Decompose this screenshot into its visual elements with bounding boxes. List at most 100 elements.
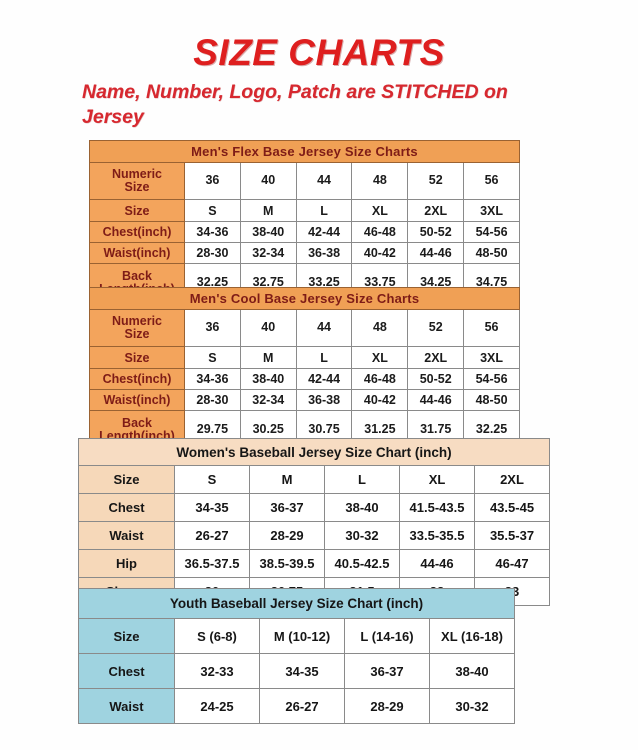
table-cell: 52 — [407, 309, 465, 347]
row-header: Waist(inch) — [89, 389, 185, 411]
table-cell: 48-50 — [463, 242, 520, 264]
table-cell: 56 — [463, 162, 520, 200]
table-cell: 34-35 — [259, 653, 345, 689]
table-row: Chest 32-33 34-35 36-37 38-40 — [78, 653, 515, 689]
table-cell: 46-48 — [351, 368, 409, 390]
table-row: Waist(inch) 28-30 32-34 36-38 40-42 44-46 48-5… — [89, 242, 520, 264]
table-cell: 40-42 — [351, 242, 409, 264]
table-cell: S — [184, 199, 241, 222]
table-cell: 40 — [239, 162, 297, 200]
table-cell: 38-40 — [324, 493, 400, 522]
table-cell: 54-56 — [463, 221, 520, 243]
table-cell: 28-29 — [249, 521, 325, 550]
table-row: Waist(inch) 28-30 32-34 36-38 40-42 44-46 48-5… — [89, 389, 520, 411]
table-cell: 38-40 — [239, 221, 297, 243]
table-cell: XL — [399, 465, 475, 494]
table-cell: 3XL — [463, 346, 520, 369]
table-cell: 42-44 — [295, 368, 353, 390]
table-cell: 28-30 — [184, 389, 241, 411]
row-header: Chest(inch) — [89, 368, 185, 390]
table-cell: 46-48 — [351, 221, 409, 243]
size-table-womens: Women's Baseball Jersey Size Chart (inch… — [78, 438, 550, 606]
table-cell: 40.5-42.5 — [324, 549, 400, 578]
chart-mens-cool-base: Men's Cool Base Jersey Size Charts Numeri… — [89, 287, 520, 450]
page-subtitle: Name, Number, Logo, Patch are STITCHED o… — [82, 81, 508, 128]
table-title: Women's Baseball Jersey Size Chart (inch… — [78, 438, 550, 466]
table-cell: S — [184, 346, 241, 369]
row-header: Waist — [78, 688, 175, 724]
table-title: Youth Baseball Jersey Size Chart (inch) — [78, 588, 515, 619]
table-title-row: Women's Baseball Jersey Size Chart (inch… — [78, 438, 550, 466]
table-cell: 52 — [407, 162, 465, 200]
table-row: Waist 24-25 26-27 28-29 30-32 — [78, 688, 515, 724]
table-cell: 48-50 — [463, 389, 520, 411]
table-cell: S — [174, 465, 250, 494]
table-cell: 35.5-37 — [474, 521, 550, 550]
page-title: SIZE CHARTS — [193, 32, 445, 73]
table-cell: 36.5-37.5 — [174, 549, 250, 578]
size-table-mens-flex: Men's Flex Base Jersey Size Charts Numeri… — [89, 140, 520, 303]
table-cell: 36 — [184, 162, 241, 200]
chart-womens-baseball: Women's Baseball Jersey Size Chart (inch… — [78, 438, 550, 606]
table-cell: 48 — [351, 309, 409, 347]
table-cell: M — [239, 199, 297, 222]
table-title: Men's Cool Base Jersey Size Charts — [89, 287, 520, 310]
table-row: Size S (6-8) M (10-12) L (14-16) XL (16-18) — [78, 618, 515, 654]
table-cell: 44-46 — [407, 242, 465, 264]
table-cell: 41.5-43.5 — [399, 493, 475, 522]
table-cell: 34-36 — [184, 221, 241, 243]
table-row: Chest(inch) 34-36 38-40 42-44 46-48 50-52 54-5… — [89, 368, 520, 390]
table-cell: L — [295, 346, 353, 369]
table-cell: 56 — [463, 309, 520, 347]
table-cell: 36-38 — [295, 389, 353, 411]
table-cell: 38-40 — [429, 653, 515, 689]
table-cell: 2XL — [407, 346, 465, 369]
table-cell: 54-56 — [463, 368, 520, 390]
table-cell: L (14-16) — [344, 618, 430, 654]
table-cell: L — [295, 199, 353, 222]
table-row: Size S M L XL 2XL 3XL — [89, 346, 520, 369]
table-cell: 36-37 — [249, 493, 325, 522]
table-cell: 33.5-35.5 — [399, 521, 475, 550]
table-cell: 36-37 — [344, 653, 430, 689]
chart-mens-flex-base: Men's Flex Base Jersey Size Charts Numeri… — [89, 140, 520, 303]
table-cell: 46-47 — [474, 549, 550, 578]
table-row: Numeric Size 36 40 44 48 52 56 — [89, 162, 520, 200]
table-cell: 43.5-45 — [474, 493, 550, 522]
table-cell: 2XL — [474, 465, 550, 494]
table-cell: 50-52 — [407, 221, 465, 243]
row-header: Size — [89, 199, 185, 222]
row-header: Chest — [78, 493, 175, 522]
row-header: Waist — [78, 521, 175, 550]
table-title-row: Men's Cool Base Jersey Size Charts — [89, 287, 520, 310]
table-title-row: Youth Baseball Jersey Size Chart (inch) — [78, 588, 515, 619]
table-cell: 32-34 — [239, 242, 297, 264]
table-title-row: Men's Flex Base Jersey Size Charts — [89, 140, 520, 163]
table-cell: 44 — [295, 162, 353, 200]
chart-youth-baseball: Youth Baseball Jersey Size Chart (inch) S… — [78, 588, 515, 724]
row-header: Numeric Size — [89, 309, 185, 347]
table-cell: 50-52 — [407, 368, 465, 390]
table-cell: 26-27 — [259, 688, 345, 724]
table-cell: M (10-12) — [259, 618, 345, 654]
table-cell: M — [249, 465, 325, 494]
table-cell: 28-29 — [344, 688, 430, 724]
row-header: Waist(inch) — [89, 242, 185, 264]
row-header: Numeric Size — [89, 162, 185, 200]
table-cell: 30-32 — [324, 521, 400, 550]
table-cell: 32-34 — [239, 389, 297, 411]
size-table-youth: Youth Baseball Jersey Size Chart (inch) S… — [78, 588, 515, 724]
row-header: Size — [89, 346, 185, 369]
row-header: Hip — [78, 549, 175, 578]
table-cell: S (6-8) — [174, 618, 260, 654]
table-cell: XL — [351, 346, 409, 369]
table-row: Hip 36.5-37.5 38.5-39.5 40.5-42.5 44-46 46-47 — [78, 549, 550, 578]
table-row: Waist 26-27 28-29 30-32 33.5-35.5 35.5-37 — [78, 521, 550, 550]
table-cell: 40 — [239, 309, 297, 347]
table-cell: 30-32 — [429, 688, 515, 724]
row-header: Chest(inch) — [89, 221, 185, 243]
table-cell: 28-30 — [184, 242, 241, 264]
table-cell: 32-33 — [174, 653, 260, 689]
table-row: Size S M L XL 2XL — [78, 465, 550, 494]
